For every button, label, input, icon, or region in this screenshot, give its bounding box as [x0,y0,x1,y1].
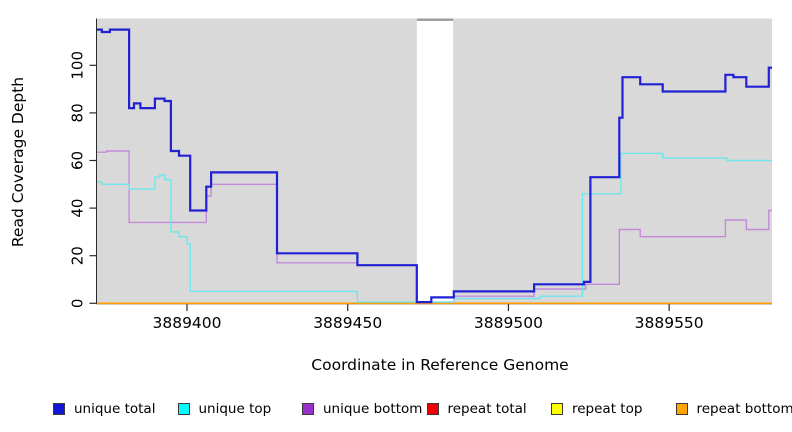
legend-label: repeat top [572,401,643,417]
legend-item-repeat-total: repeat total [426,400,527,418]
legend-label: unique bottom [323,401,423,417]
x-tick-label: 3889500 [474,314,543,332]
y-tick-label: 80 [69,103,87,122]
legend-swatch-repeat-top [551,403,563,415]
legend-swatch-unique-bottom [302,403,314,415]
legend-label: repeat total [447,401,527,417]
legend-item-repeat-bottom: repeat bottom [675,400,792,418]
plot-legend: unique total unique top unique bottom repea… [0,400,792,420]
x-tick-label: 3889450 [313,314,382,332]
y-tick-label: 100 [69,51,87,80]
legend-label: unique total [74,401,156,417]
no-data-gap-band [416,18,454,304]
series-line-unique-top [97,152,772,303]
legend-item-repeat-top: repeat top [551,400,642,418]
legend-swatch-repeat-total [426,403,439,415]
legend-swatch-repeat-bottom [675,403,688,415]
legend-label: repeat bottom [696,401,792,417]
no-data-gap-cap [416,18,454,21]
y-tick-label: 20 [69,246,87,265]
legend-item-unique-total: unique total [53,400,155,418]
y-tick-label: 0 [69,299,87,309]
series-line-unique-total [97,28,772,304]
legend-item-unique-top: unique top [177,400,272,418]
y-tick-label: 60 [69,151,87,170]
x-tick-label: 3889400 [152,314,221,332]
legend-swatch-unique-total [53,403,65,415]
legend-swatch-unique-top [177,403,190,415]
y-axis-title: Read Coverage Depth [9,76,27,248]
x-tick-label: 3889550 [635,314,704,332]
x-axis-title: Coordinate in Reference Genome [311,356,569,374]
legend-label: unique top [198,401,272,417]
legend-item-unique-bottom: unique bottom [302,400,422,418]
y-tick-label: 40 [69,199,87,218]
